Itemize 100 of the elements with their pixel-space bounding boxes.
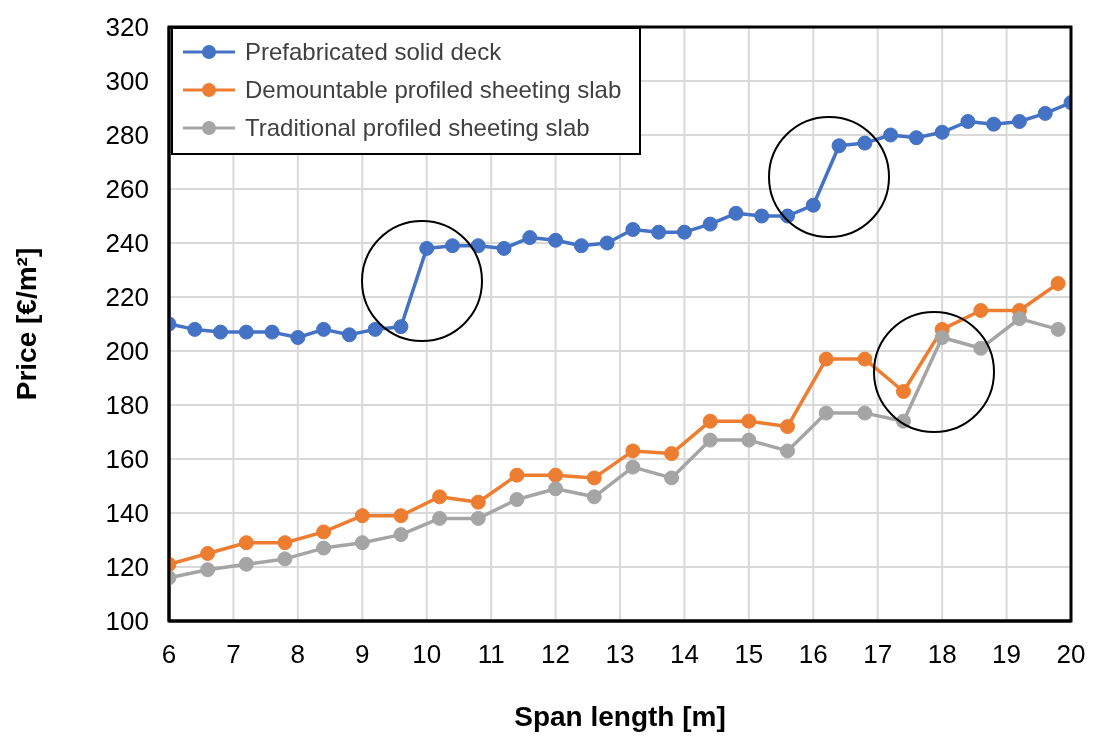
legend-label: Prefabricated solid deck	[245, 38, 502, 66]
y-tick-label: 240	[105, 228, 149, 259]
point	[625, 459, 641, 475]
point	[973, 340, 989, 356]
point	[393, 527, 409, 543]
x-axis-title: Span length [m]	[514, 701, 726, 732]
point	[522, 230, 538, 246]
point	[316, 540, 332, 556]
point	[316, 524, 332, 540]
y-tick-label: 260	[105, 174, 149, 205]
legend-label: Demountable profiled sheeting slab	[245, 76, 622, 104]
point	[857, 405, 873, 421]
point	[908, 130, 924, 146]
point	[780, 443, 796, 459]
x-tick-label: 16	[798, 639, 828, 670]
point	[548, 232, 564, 248]
point	[702, 432, 718, 448]
x-tick-label: 14	[669, 639, 699, 670]
point	[354, 508, 370, 524]
point	[818, 405, 834, 421]
point	[264, 324, 280, 340]
point	[625, 443, 641, 459]
point	[367, 321, 383, 337]
x-tick-label: 6	[161, 639, 177, 670]
y-tick-label: 180	[105, 390, 149, 421]
point	[973, 303, 989, 318]
x-tick-label: 18	[927, 639, 957, 670]
point	[1011, 311, 1027, 327]
point	[509, 467, 525, 483]
point	[496, 240, 512, 256]
y-tick-label: 100	[105, 606, 149, 637]
point	[934, 124, 950, 140]
point	[354, 535, 370, 551]
point	[1050, 321, 1066, 337]
y-tick-label: 200	[105, 336, 149, 367]
point	[200, 546, 216, 561]
point	[548, 467, 564, 483]
x-tick-label: 12	[541, 639, 571, 670]
point	[1011, 114, 1027, 129]
point	[934, 330, 950, 345]
point	[238, 556, 254, 572]
point	[728, 205, 744, 221]
x-tick-label: 15	[734, 639, 764, 670]
point	[341, 327, 357, 343]
point	[1037, 105, 1053, 121]
x-tick-label: 13	[605, 639, 635, 670]
point	[831, 138, 847, 154]
x-tick-label: 8	[290, 639, 306, 670]
point	[290, 330, 306, 345]
point	[1050, 276, 1066, 291]
point	[470, 238, 486, 254]
point	[599, 235, 615, 251]
point	[702, 413, 718, 429]
point	[432, 489, 448, 505]
point	[187, 321, 203, 337]
point	[702, 216, 718, 232]
point	[741, 432, 757, 448]
point	[444, 238, 460, 254]
point	[393, 508, 409, 524]
point	[213, 324, 229, 340]
point	[238, 324, 254, 340]
point	[986, 116, 1002, 132]
x-tick-label: 9	[355, 639, 370, 670]
point	[238, 535, 254, 551]
point	[470, 494, 486, 510]
point	[509, 492, 525, 507]
x-tick-label: 10	[412, 639, 442, 670]
point	[432, 510, 448, 526]
point	[780, 419, 796, 435]
y-tick-label: 320	[105, 12, 149, 43]
point	[419, 240, 435, 256]
point	[316, 321, 332, 337]
y-tick-label: 160	[105, 444, 149, 475]
x-tick-label: 7	[226, 639, 241, 670]
point	[664, 470, 680, 486]
point	[754, 208, 770, 224]
x-tick-label: 19	[992, 639, 1022, 670]
point	[470, 510, 486, 526]
legend-label: Traditional profiled sheeting slab	[245, 114, 590, 142]
y-tick-label: 300	[105, 66, 149, 97]
x-tick-label: 17	[863, 639, 893, 670]
y-axis-title: Price [€/m²]	[11, 247, 42, 401]
y-tick-label: 120	[105, 552, 149, 583]
y-tick-label: 140	[105, 498, 149, 529]
point	[818, 351, 834, 367]
point	[277, 551, 293, 567]
point	[586, 489, 602, 505]
y-tick-label: 220	[105, 282, 149, 313]
point	[857, 135, 873, 151]
point	[805, 197, 821, 213]
point	[741, 413, 757, 429]
point	[857, 351, 873, 367]
point	[895, 384, 911, 399]
point	[676, 224, 692, 240]
point	[664, 446, 680, 462]
point	[586, 470, 602, 486]
point	[200, 562, 216, 578]
point	[393, 319, 409, 335]
point	[573, 238, 589, 254]
y-tick-label: 280	[105, 120, 149, 151]
